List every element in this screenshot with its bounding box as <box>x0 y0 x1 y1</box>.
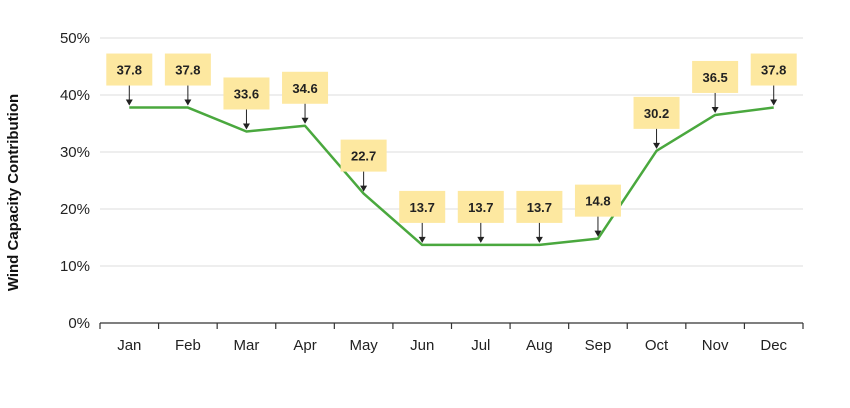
x-axis-ticks: Jan Feb Mar Apr May Jun Jul Aug Sep Oct Nov Dec <box>117 337 787 354</box>
x-tick-label: May <box>349 337 378 354</box>
data-label-arrowhead <box>770 99 778 106</box>
data-label-box <box>164 53 211 86</box>
x-tick-label: Mar <box>234 337 260 354</box>
data-label-box <box>574 184 621 217</box>
data-label: 34.6 <box>292 81 317 96</box>
x-tick-label: Apr <box>293 337 316 354</box>
data-label-arrowhead <box>535 236 543 243</box>
x-tick-label: Jul <box>471 337 490 354</box>
data-label: 30.2 <box>644 106 669 121</box>
x-tick-label: Nov <box>702 337 729 354</box>
data-labels: 37.8 37.8 33.6 34.6 22.7 13.7 13.7 13.7 14.8 30.2… <box>106 53 797 243</box>
data-label-box <box>399 190 446 223</box>
data-label-box <box>340 139 387 172</box>
data-label-box <box>282 71 329 104</box>
data-label-arrowhead <box>360 185 368 192</box>
data-label-arrowhead <box>477 236 485 243</box>
y-tick-label: 40% <box>60 87 90 104</box>
y-tick-label: 20% <box>60 201 90 218</box>
data-label: 37.8 <box>117 63 142 78</box>
data-label: 22.7 <box>351 149 376 164</box>
x-axis <box>99 322 804 329</box>
data-label-box <box>516 190 563 223</box>
series-line-path <box>129 106 774 247</box>
data-label-arrowhead <box>653 142 661 149</box>
data-label-box <box>750 53 797 86</box>
data-label: 14.8 <box>585 194 610 209</box>
y-tick-label: 0% <box>68 315 90 332</box>
data-label-box <box>457 190 504 223</box>
data-label-arrowhead <box>418 236 426 243</box>
data-label: 37.8 <box>761 63 786 78</box>
data-label-box <box>633 96 680 129</box>
data-label-arrowhead <box>594 230 602 237</box>
series-line <box>129 106 774 247</box>
data-label-arrowhead <box>125 99 133 106</box>
data-label: 33.6 <box>234 86 259 101</box>
y-tick-label: 30% <box>60 144 90 161</box>
data-label-arrowhead <box>184 99 192 106</box>
gridlines <box>100 37 803 267</box>
data-label-arrowhead <box>301 117 309 124</box>
y-tick-label: 10% <box>60 258 90 275</box>
x-tick-label: Jun <box>410 337 434 354</box>
y-axis-label: Wind Capacity Contribution <box>5 94 22 291</box>
data-label-box <box>692 60 739 93</box>
x-tick-label: Sep <box>585 337 612 354</box>
x-tick-label: Feb <box>175 337 201 354</box>
data-label: 13.7 <box>410 200 435 215</box>
data-label-arrowhead <box>242 123 250 130</box>
x-tick-label: Dec <box>760 337 787 354</box>
data-label-box <box>223 77 270 110</box>
data-label-box <box>106 53 153 86</box>
data-label: 13.7 <box>468 200 493 215</box>
data-label: 37.8 <box>175 63 200 78</box>
y-axis-ticks: 0% 10% 20% 30% 40% 50% <box>60 30 90 332</box>
x-tick-label: Jan <box>117 337 141 354</box>
y-tick-label: 50% <box>60 30 90 47</box>
data-label: 13.7 <box>527 200 552 215</box>
x-tick-label: Oct <box>645 337 669 354</box>
data-label-arrowhead <box>711 106 719 113</box>
data-label: 36.5 <box>702 70 727 85</box>
x-tick-label: Aug <box>526 337 553 354</box>
